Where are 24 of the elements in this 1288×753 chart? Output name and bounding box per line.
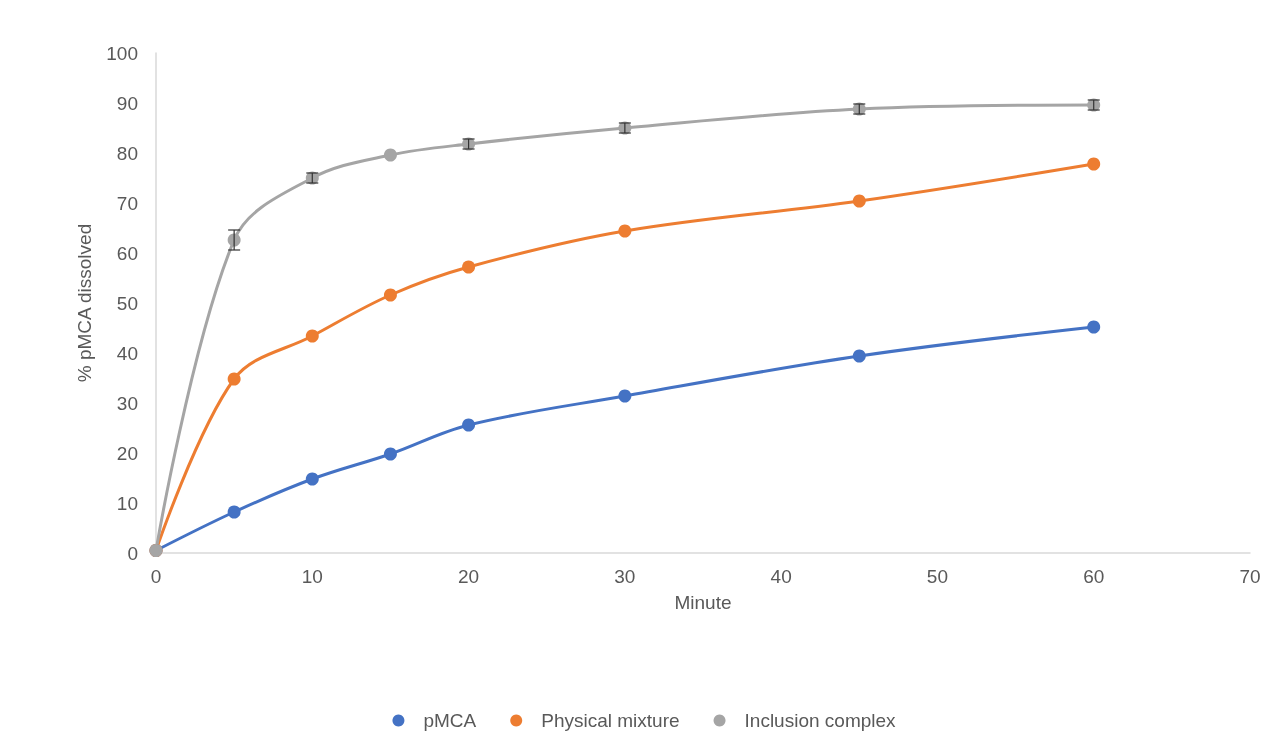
x-tick-label: 50 [926, 566, 948, 587]
y-tick-label: 40 [116, 342, 138, 364]
y-tick-label: 100 [106, 42, 138, 64]
y-tick-label: 70 [116, 192, 138, 214]
y-tick-label: 0 [127, 542, 138, 564]
y-axis-title: % pMCA dissolved [74, 223, 95, 383]
x-tick-label: 40 [770, 566, 792, 587]
x-tick-label: 20 [458, 566, 480, 587]
x-tick-label: 30 [614, 566, 636, 587]
y-tick-label: 60 [116, 242, 138, 264]
x-tick-label: 0 [150, 566, 162, 587]
legend-label: Inclusion complex [744, 710, 897, 731]
y-tick-label: 10 [116, 492, 138, 514]
legend-label: pMCA [423, 710, 477, 731]
x-tick-label: 10 [301, 566, 323, 587]
y-tick-label: 30 [116, 392, 138, 414]
y-tick-label: 80 [116, 142, 138, 164]
legend-label: Physical mixture [541, 710, 680, 731]
y-tick-label: 20 [116, 442, 138, 464]
y-tick-label: 90 [116, 92, 138, 114]
x-tick-label: 70 [1239, 566, 1261, 587]
x-tick-label: 60 [1083, 566, 1105, 587]
x-axis-title: Minute [674, 592, 732, 613]
y-tick-label: 50 [116, 292, 138, 314]
